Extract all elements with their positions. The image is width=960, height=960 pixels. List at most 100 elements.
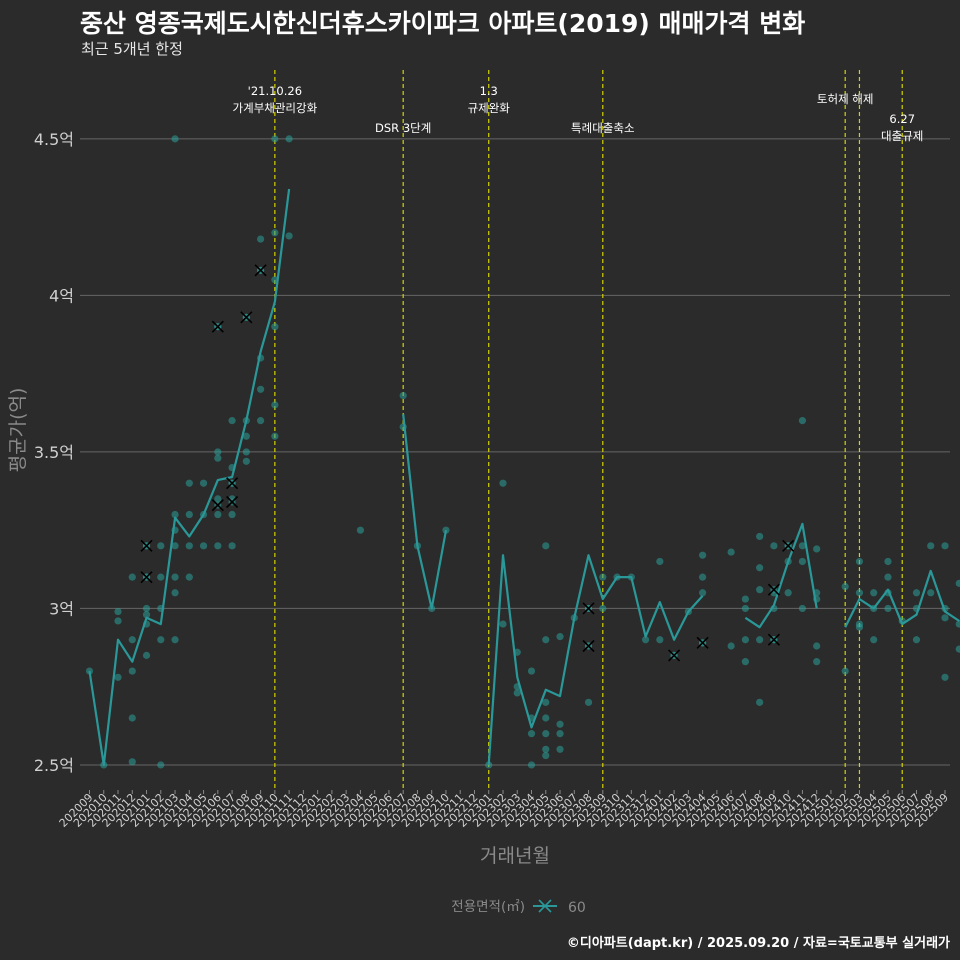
trade-point: [128, 573, 136, 581]
x-marker-cross: [226, 477, 239, 490]
event-label: 6.27: [889, 112, 915, 126]
trade-point: [584, 698, 593, 706]
trade-point: [798, 557, 807, 566]
trade-point: [128, 714, 136, 722]
trade-point: [199, 479, 208, 487]
trade-point: [941, 673, 949, 681]
trade-point: [199, 542, 208, 550]
trade-point: [214, 495, 222, 503]
trade-point: [656, 636, 664, 644]
trade-point: [185, 542, 193, 550]
trade-point: [499, 620, 507, 628]
average-price-line: [487, 554, 704, 766]
trade-point: [855, 557, 864, 566]
trade-point: [442, 526, 450, 534]
event-label: 특례대출축소: [571, 121, 634, 135]
x-marker-cross: [767, 633, 780, 646]
x-marker: [211, 499, 224, 512]
trade-point: [870, 636, 878, 644]
x-marker-cross: [582, 602, 595, 615]
trade-point: [927, 542, 935, 550]
trade-point: [741, 595, 749, 603]
trade-point: [813, 642, 821, 650]
x-marker: [226, 495, 239, 509]
trade-point: [128, 667, 136, 675]
trade-point: [157, 636, 165, 644]
trade-point: [214, 454, 222, 462]
trade-point: [641, 636, 650, 644]
trade-point: [527, 730, 536, 738]
trade-point: [513, 689, 521, 697]
trade-point: [214, 510, 222, 519]
x-marker-cross: [226, 495, 239, 509]
event-label: 1.3: [480, 84, 498, 98]
trade-point: [185, 510, 193, 519]
trade-point: [599, 604, 607, 613]
trade-point: [142, 611, 151, 619]
x-marker-cross: [582, 639, 595, 653]
x-marker: [668, 649, 681, 662]
trade-point: [542, 542, 550, 550]
chart-subtitle: 최근 5개년 한정: [81, 40, 183, 58]
trade-point: [599, 573, 607, 581]
x-marker-cross: [211, 320, 224, 333]
event-label: 대출규제: [881, 129, 923, 143]
trade-point: [142, 651, 151, 659]
y-tick-label: 4.5억: [34, 130, 74, 149]
trade-point: [756, 636, 764, 644]
trade-point: [798, 604, 807, 613]
x-marker: [782, 539, 795, 552]
event-label: 토허제 해제: [817, 92, 874, 106]
average-price-line: [402, 414, 448, 610]
trade-point: [955, 645, 960, 653]
trade-point: [128, 636, 136, 644]
trade-point: [798, 417, 807, 425]
trade-point: [356, 526, 365, 534]
x-marker: [582, 639, 595, 653]
trade-point: [855, 589, 864, 597]
trade-point: [171, 589, 179, 597]
trade-point: [257, 417, 265, 425]
trade-point: [870, 589, 878, 597]
trade-point: [955, 620, 960, 628]
trade-point: [271, 401, 279, 409]
trade-point: [171, 636, 179, 644]
trade-point: [855, 623, 864, 631]
trade-point: [214, 542, 222, 550]
trade-point: [841, 582, 849, 591]
x-marker-cross: [668, 649, 681, 662]
trade-point: [756, 532, 764, 541]
trade-point: [699, 589, 707, 597]
trade-point: [699, 551, 707, 559]
x-marker: [211, 320, 224, 333]
trade-point: [542, 730, 550, 738]
trade-point: [912, 589, 921, 597]
trade-point: [185, 479, 193, 487]
trade-point: [727, 642, 735, 650]
trade-point: [285, 232, 293, 240]
trade-point: [699, 573, 707, 581]
trade-point: [128, 758, 136, 766]
trade-point: [798, 542, 807, 550]
legend-x-marker: [538, 899, 552, 913]
x-marker: [582, 602, 595, 615]
legend-title: 전용면적(㎡): [451, 899, 525, 915]
trade-point: [927, 589, 935, 597]
trade-point: [114, 673, 122, 681]
trade-point: [271, 432, 279, 440]
x-marker-cross: [140, 539, 153, 552]
trade-point: [257, 385, 265, 393]
legend-entry-label: 60: [568, 900, 586, 916]
event-label: '21.10.26: [248, 84, 302, 98]
trade-point: [656, 557, 664, 566]
x-marker: [240, 311, 253, 324]
x-marker: [767, 633, 780, 646]
trade-point: [242, 448, 250, 456]
trade-point: [556, 633, 564, 641]
trade-point: [171, 573, 179, 581]
trade-point: [527, 761, 536, 769]
trade-point: [114, 617, 122, 625]
event-label: 가계부채관리강화: [233, 101, 318, 115]
trade-point: [912, 636, 921, 644]
source-caption: ©디아파트(dapt.kr) / 2025.09.20 / 자료=국토교통부 실…: [566, 936, 950, 951]
